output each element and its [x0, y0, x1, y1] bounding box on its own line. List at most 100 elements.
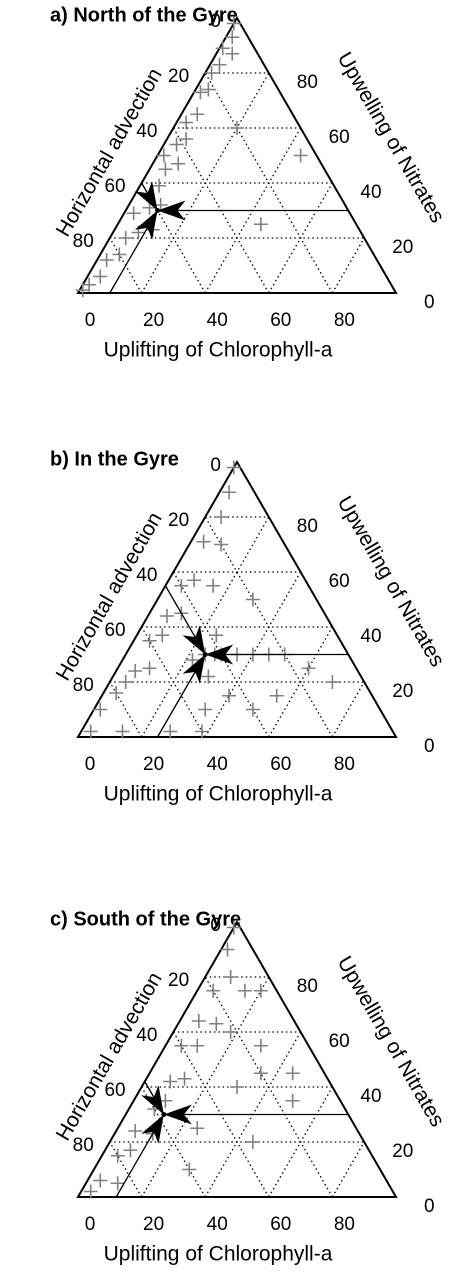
left-axis-label: Horizontal advection [52, 508, 167, 684]
bottom-axis-label: Uplifting of Chlorophyll-a [104, 783, 333, 806]
bottom-tick-label: 60 [270, 754, 291, 775]
right-tick-label: 20 [392, 237, 413, 258]
data-point [209, 628, 224, 643]
bottom-tick-label: 80 [334, 1214, 355, 1235]
data-point [253, 983, 268, 998]
bottom-tick-label: 0 [85, 754, 96, 775]
bottom-tick-label: 60 [270, 1214, 291, 1235]
data-point [75, 283, 90, 298]
data-point [126, 206, 141, 221]
data-point [182, 1162, 197, 1177]
data-point [209, 1016, 224, 1031]
data-point [179, 115, 194, 130]
data-point [285, 1093, 300, 1108]
data-point [169, 137, 184, 152]
left-tick-label: 20 [168, 66, 189, 87]
mean-arrow [141, 1114, 164, 1144]
bottom-axis-label: Uplifting of Chlorophyll-a [104, 339, 333, 362]
data-point [187, 573, 202, 588]
data-point [201, 82, 216, 97]
right-tick-label: 80 [297, 72, 318, 93]
data-point [226, 16, 241, 31]
data-point [156, 148, 171, 163]
data-point [215, 41, 230, 56]
data-point [245, 702, 260, 717]
panel-title: a) North of the Gyre [50, 4, 238, 26]
left-tick-label: 60 [104, 176, 125, 197]
data-point [269, 688, 284, 703]
left-tick-label: 80 [73, 231, 94, 252]
data-point [171, 156, 186, 171]
grid-line [268, 1086, 333, 1198]
data-point [225, 30, 240, 45]
data-point [115, 724, 130, 739]
left-tick-label: 60 [104, 620, 125, 641]
left-tick-label: 0 [210, 11, 221, 32]
left-tick-label: 40 [136, 565, 157, 586]
data-point [193, 85, 208, 100]
bottom-tick-label: 0 [85, 310, 96, 331]
data-point [206, 983, 221, 998]
data-point [123, 1143, 138, 1158]
left-tick-label: 40 [136, 1025, 157, 1046]
mean-arrow [157, 200, 186, 221]
bottom-axis-label: Uplifting of Chlorophyll-a [104, 1243, 333, 1266]
mean-point [155, 208, 160, 213]
left-tick-label: 20 [168, 970, 189, 991]
data-point [110, 1176, 125, 1191]
data-point [285, 1066, 300, 1081]
data-point [158, 162, 173, 177]
data-point [195, 724, 210, 739]
data-point [301, 661, 316, 676]
data-point [190, 1121, 205, 1136]
triangle-frame [76, 920, 398, 1198]
data-point [177, 1071, 192, 1086]
bottom-tick-label: 40 [207, 1214, 228, 1235]
data-point [118, 231, 133, 245]
data-point [93, 702, 108, 717]
left-tick-label: 80 [73, 1135, 94, 1156]
mean-point [161, 1112, 167, 1117]
data-point [142, 661, 157, 676]
right-tick-label: 0 [424, 1196, 435, 1217]
data-point [163, 1074, 178, 1089]
data-point [142, 633, 157, 648]
grid-line [141, 72, 270, 294]
bottom-tick-label: 20 [143, 310, 164, 331]
bottom-tick-label: 80 [334, 310, 355, 331]
bottom-tick-label: 40 [207, 754, 228, 775]
data-point [214, 537, 229, 552]
data-point [204, 66, 219, 80]
grid-line [331, 237, 365, 294]
data-point [118, 675, 133, 689]
data-point [160, 609, 175, 623]
bottom-tick-label: 60 [270, 310, 291, 331]
right-tick-label: 40 [360, 626, 381, 647]
left-tick-label: 80 [73, 675, 94, 696]
grid-line [141, 516, 270, 738]
data-point [163, 724, 178, 739]
mean-arrow [163, 1104, 192, 1125]
data-point [83, 1184, 98, 1199]
bottom-tick-label: 0 [85, 1214, 96, 1235]
right-tick-label: 60 [329, 571, 350, 592]
data-point [109, 686, 124, 700]
grid-line [141, 976, 270, 1198]
data-point [179, 132, 194, 146]
left-tick-label: 0 [210, 455, 221, 476]
data-point [237, 983, 252, 998]
panel-title: c) South of the Gyre [50, 908, 241, 930]
panel: b) In the Gyre 0 20 40 60 80 0 20 40 60 80 0 20 40 60 8… [50, 448, 449, 805]
data-point [198, 702, 213, 717]
right-tick-label: 40 [360, 1086, 381, 1107]
left-tick-label: 60 [104, 1080, 125, 1101]
left-tick-label: 40 [136, 121, 157, 142]
mean-arrow [182, 625, 206, 655]
right-tick-label: 60 [329, 1031, 350, 1052]
data-point [112, 247, 127, 262]
grid-line [268, 626, 333, 738]
data-point [185, 653, 200, 667]
data-point [230, 1080, 244, 1094]
mean-arrow [141, 1085, 164, 1115]
